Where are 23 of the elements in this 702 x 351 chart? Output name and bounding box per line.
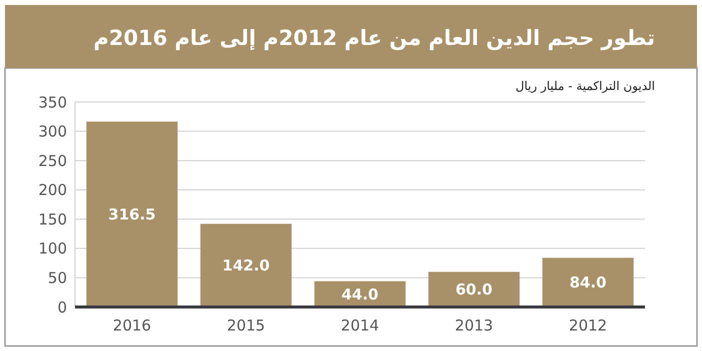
x-tick-label: 2015 <box>226 316 266 334</box>
bar <box>542 258 634 307</box>
y-tick-label: 100 <box>38 240 67 258</box>
x-tick-label: 2014 <box>340 316 380 334</box>
y-tick-label: 0 <box>57 298 67 316</box>
data-label: 142.0 <box>222 256 270 275</box>
y-tick-label: 350 <box>38 93 67 112</box>
y-tick-label: 200 <box>38 181 67 200</box>
y-tick-label: 300 <box>38 122 67 141</box>
bar <box>86 122 178 307</box>
x-tick-label: 2012 <box>568 316 608 334</box>
chart-subtitle: الديون التراكمية - مليار ريال <box>516 79 655 93</box>
y-tick-label: 150 <box>38 210 67 228</box>
x-tick-label: 2013 <box>454 316 494 334</box>
y-tick-label: 50 <box>48 268 67 287</box>
data-label: 316.5 <box>108 206 156 224</box>
bar <box>200 224 292 307</box>
x-tick-label: 2016 <box>112 316 152 334</box>
data-label: 60.0 <box>455 280 493 299</box>
data-label: 44.0 <box>341 285 379 304</box>
chart-title: تطور حجم الدين العام من عام 2012م إلى عام 2016م <box>93 26 655 51</box>
y-tick-label: 250 <box>38 152 67 170</box>
data-label: 84.0 <box>569 274 607 292</box>
